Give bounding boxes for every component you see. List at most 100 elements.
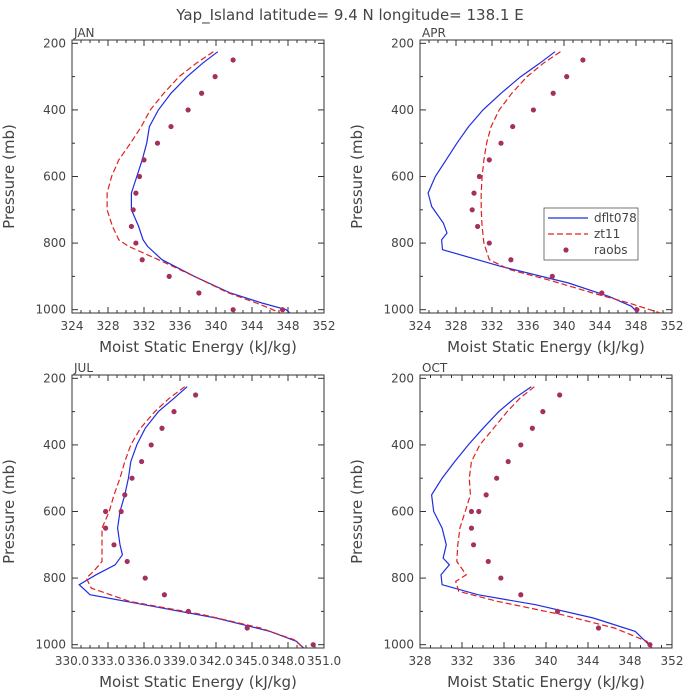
- raobs-point: [469, 207, 475, 213]
- raobs-point: [476, 173, 482, 180]
- x-tick-label: 336: [493, 654, 516, 668]
- legend-raobs-marker: [563, 247, 569, 253]
- raobs-point: [139, 458, 145, 465]
- raobs-point: [599, 290, 605, 296]
- plot-area: [78, 386, 316, 648]
- x-tick-label: 332: [451, 654, 474, 668]
- y-tick-label: 1000: [35, 303, 66, 317]
- panel-oct: OCT 328 332 336 340 344 348 352 200 400 600 800 1000…: [348, 361, 683, 691]
- raobs-point: [595, 625, 602, 631]
- panel-title: JAN: [73, 26, 95, 40]
- y-tick-label: 800: [391, 236, 414, 250]
- legend-label: dflt078: [594, 211, 637, 225]
- x-tick-label: 344: [577, 654, 600, 668]
- x-axis-label: Moist Static Energy (kJ/kg): [447, 338, 645, 356]
- raobs-point: [212, 74, 218, 80]
- y-tick-label: 1000: [383, 303, 414, 317]
- x-tick-label: 348: [625, 319, 648, 333]
- plot-frame: [71, 39, 325, 314]
- raobs-point: [498, 140, 504, 146]
- raobs-point: [103, 525, 109, 531]
- raobs-point: [159, 425, 165, 431]
- dflt078-line: [427, 51, 639, 313]
- plot-area: [106, 51, 291, 313]
- x-tick-label: 351.0: [307, 654, 341, 668]
- x-tick-label: 339.0: [163, 654, 197, 668]
- x-tick-label: 324: [61, 319, 84, 333]
- panel-jul: JUL 330.0 333.0 336.0 339.0 342.0 345.0 348.0 35…: [0, 361, 341, 691]
- raobs-point: [557, 392, 563, 398]
- raobs-point: [634, 307, 640, 313]
- raobs-point: [486, 157, 492, 163]
- x-axis-label: Moist Static Energy (kJ/kg): [99, 673, 297, 691]
- raobs-point: [185, 608, 191, 614]
- plot-area: [430, 386, 653, 648]
- raobs-point: [148, 442, 154, 448]
- x-tick-label: 348: [277, 319, 300, 333]
- raobs-point: [133, 240, 139, 246]
- raobs-point: [483, 492, 489, 498]
- raobs-point: [141, 157, 147, 163]
- raobs-point: [230, 57, 236, 63]
- raobs-point: [199, 90, 205, 96]
- raobs-point: [142, 575, 148, 581]
- raobs-point: [168, 123, 174, 130]
- raobs-point: [118, 508, 124, 515]
- raobs-point: [111, 542, 117, 548]
- raobs-point: [470, 542, 477, 548]
- raobs-point: [508, 257, 514, 263]
- dflt078-line: [78, 386, 305, 648]
- x-tick-label: 328: [409, 654, 432, 668]
- raobs-point: [518, 442, 524, 448]
- x-tick-label: 340: [553, 319, 576, 333]
- raobs-point: [494, 475, 500, 481]
- raobs-point: [124, 558, 130, 565]
- y-axis-label: Pressure (mb): [348, 124, 366, 229]
- x-tick-label: 352: [661, 654, 684, 668]
- plot-area: [427, 51, 661, 313]
- raobs-point: [244, 625, 250, 631]
- raobs-point: [122, 492, 128, 498]
- y-tick-label: 200: [43, 371, 66, 385]
- raobs-point: [550, 90, 556, 96]
- zt11-line: [480, 51, 661, 313]
- legend-label: raobs: [594, 243, 628, 257]
- x-tick-label: 344: [589, 319, 612, 333]
- raobs-point: [468, 508, 475, 515]
- x-tick-label: 340: [535, 654, 558, 668]
- raobs-point: [564, 74, 570, 80]
- y-tick-label: 1000: [383, 638, 414, 652]
- y-tick-label: 1000: [35, 638, 66, 652]
- raobs-point: [486, 240, 492, 246]
- x-tick-label: 333.0: [91, 654, 125, 668]
- raobs-point: [130, 207, 136, 213]
- raobs-point: [549, 273, 555, 279]
- raobs-point: [485, 558, 491, 565]
- raobs-point: [129, 475, 135, 481]
- zt11-line: [106, 51, 282, 313]
- panel-title: JUL: [73, 361, 93, 375]
- x-tick-label: 336: [517, 319, 540, 333]
- x-tick-label: 328: [97, 319, 120, 333]
- x-tick-label: 345.0: [235, 654, 269, 668]
- raobs-point: [280, 307, 286, 313]
- plot-frame: [419, 39, 673, 314]
- raobs-point: [171, 409, 177, 415]
- legend-label: zt11: [594, 227, 620, 241]
- x-tick-label: 336.0: [127, 654, 161, 668]
- raobs-point: [196, 290, 202, 296]
- x-tick-label: 344: [241, 319, 264, 333]
- dflt078-line: [130, 51, 291, 313]
- y-tick-label: 600: [391, 170, 414, 184]
- raobs-point: [310, 642, 316, 648]
- raobs-point: [540, 409, 546, 415]
- y-tick-label: 600: [43, 505, 66, 519]
- y-tick-label: 800: [43, 236, 66, 250]
- raobs-point: [529, 425, 535, 431]
- raobs-point: [154, 140, 161, 146]
- raobs-point: [475, 223, 481, 230]
- y-tick-label: 200: [391, 371, 414, 385]
- raobs-point: [530, 107, 537, 113]
- x-tick-label: 336: [169, 319, 192, 333]
